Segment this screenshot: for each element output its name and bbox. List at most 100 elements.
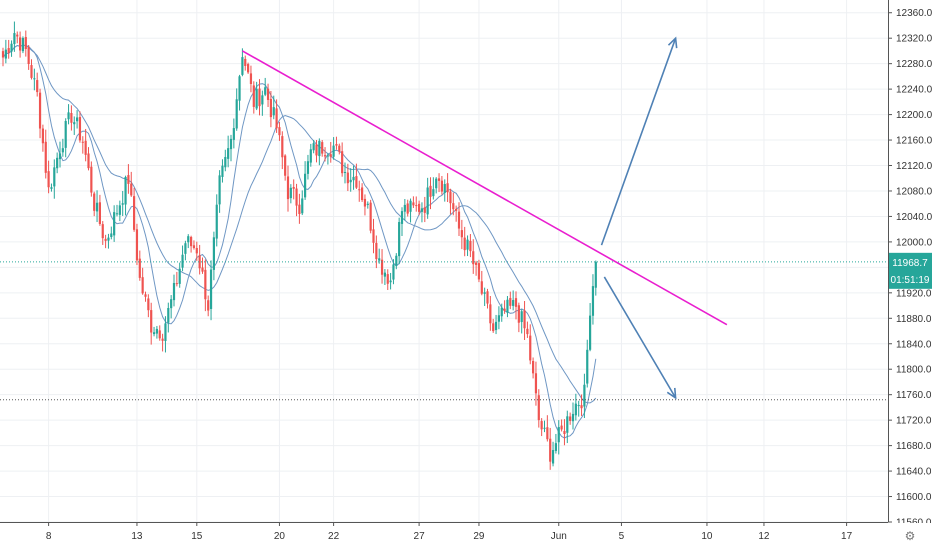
candle-up xyxy=(107,237,110,241)
bullish-arrow-line[interactable] xyxy=(600,37,677,246)
trendline[interactable] xyxy=(242,50,728,326)
price-tick-label: 12280.0 xyxy=(896,59,932,70)
candle-down xyxy=(341,151,344,174)
candle-up xyxy=(332,145,335,157)
candle-down xyxy=(93,193,96,211)
time-tick-label: 12 xyxy=(758,531,770,542)
candle-down xyxy=(41,128,44,144)
candle-up xyxy=(238,76,241,101)
candle-down xyxy=(315,144,318,156)
candle-down xyxy=(47,171,50,188)
candle-down xyxy=(144,294,147,297)
candle-down xyxy=(380,259,384,275)
candle-down xyxy=(455,208,458,211)
candle-down xyxy=(207,300,210,311)
candle-down xyxy=(460,230,463,238)
candle-up xyxy=(218,175,221,205)
candle-down xyxy=(161,338,164,341)
candle-up xyxy=(67,112,70,120)
moving-average-fast xyxy=(2,44,597,439)
candle-down xyxy=(204,269,207,300)
candle-up xyxy=(221,165,224,177)
candle-down xyxy=(346,172,349,184)
price-axis[interactable]: 12360.0 12320.0 12280.0 12240.0 12200.0 12160… xyxy=(888,0,932,550)
candle-up xyxy=(466,239,469,250)
candle-down xyxy=(44,141,47,173)
candle-down xyxy=(135,229,139,261)
time-tick-label: 5 xyxy=(619,531,625,542)
candle-down xyxy=(480,281,483,294)
time-axis[interactable]: 8 13 15 20 22 27 29 Jun 5 10 12 17 ⚙ xyxy=(0,522,932,550)
candle-down xyxy=(375,242,378,260)
price-tick-label: 12120.0 xyxy=(896,161,932,172)
candle-up xyxy=(301,198,304,214)
candle-up xyxy=(395,255,398,266)
candle-up xyxy=(115,213,119,215)
candle-up xyxy=(577,405,580,407)
candle-down xyxy=(38,92,42,129)
candle-up xyxy=(64,120,67,148)
time-tick-label: 29 xyxy=(473,531,485,542)
price-tick-label: 12240.0 xyxy=(896,85,932,96)
price-tick-label: 12160.0 xyxy=(896,136,932,147)
candlesticks xyxy=(1,21,597,470)
candle-down xyxy=(412,202,415,206)
drawing-overlays[interactable] xyxy=(0,36,888,401)
candle-down xyxy=(175,283,178,285)
candle-down xyxy=(323,155,327,157)
candle-up xyxy=(304,173,307,198)
time-tick-label: 15 xyxy=(191,531,203,542)
candle-up xyxy=(53,167,56,187)
candle-down xyxy=(492,323,495,332)
candle-down xyxy=(437,178,441,181)
candle-down xyxy=(532,361,535,374)
candle-down xyxy=(284,155,287,176)
candle-down xyxy=(278,127,281,136)
candle-up xyxy=(306,161,310,174)
candle-down xyxy=(358,189,361,191)
price-tick-label: 11840.0 xyxy=(896,339,932,350)
candle-up xyxy=(389,280,392,283)
time-tick-label: 13 xyxy=(131,531,143,542)
candle-down xyxy=(81,141,84,143)
candle-up xyxy=(512,300,515,306)
candle-up xyxy=(76,117,79,122)
candle-down xyxy=(415,205,418,207)
bearish-arrow-line[interactable] xyxy=(603,276,677,399)
candle-up xyxy=(309,149,312,163)
candle-down xyxy=(84,140,87,155)
candle-up xyxy=(235,99,238,129)
candle-up xyxy=(95,202,99,212)
candle-down xyxy=(150,310,153,333)
candle-down xyxy=(486,291,489,304)
time-tick-label: 17 xyxy=(841,531,853,542)
candle-up xyxy=(289,187,292,199)
candle-up xyxy=(227,148,230,159)
candle-down xyxy=(78,117,82,141)
price-tick-label: 12360.0 xyxy=(896,8,932,19)
price-tick-label: 11800.0 xyxy=(896,365,932,376)
candle-down xyxy=(429,185,432,197)
candle-down xyxy=(87,153,90,169)
candle-up xyxy=(586,349,589,384)
settings-gear-icon[interactable]: ⚙ xyxy=(905,529,916,543)
candle-up xyxy=(426,187,429,215)
candle-up xyxy=(326,155,329,157)
candle-down xyxy=(569,416,572,421)
axis-corner xyxy=(889,523,932,550)
candle-up xyxy=(164,323,167,341)
candle-down xyxy=(249,73,253,84)
candle-down xyxy=(281,136,284,158)
candle-up xyxy=(124,176,127,205)
candle-down xyxy=(475,262,478,265)
candle-down xyxy=(423,207,426,213)
candle-down xyxy=(540,421,543,430)
current-price-label: 11968.7 xyxy=(892,258,928,269)
candle-down xyxy=(101,224,104,239)
candle-down xyxy=(560,425,563,430)
candle-down xyxy=(369,202,372,231)
candle-up xyxy=(483,292,486,294)
candle-down xyxy=(526,328,529,335)
price-tick-label: 11680.0 xyxy=(896,441,932,452)
